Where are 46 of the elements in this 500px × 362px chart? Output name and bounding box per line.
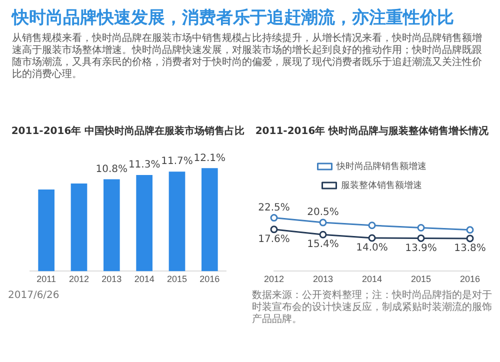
- bar: [70, 184, 88, 272]
- point: [319, 230, 327, 238]
- x-tick-label: 2012: [68, 274, 90, 284]
- point: [270, 226, 278, 234]
- point: [466, 226, 474, 234]
- x-tick-label: 2016: [460, 274, 480, 284]
- bar: [38, 189, 54, 272]
- text: 2017/6/26: [8, 290, 60, 302]
- text: 从销售规模来看，快时尚品牌在服装市场中销售规模占比持续提升，从增长情况来看，快时尚品牌销售额增速高于服装市场整体增速。快时尚品牌快速发展，对服装市场的增长起到良好的推动作用；快时尚品牌既跟随市场潮流，又具有亲民的价格，消费者对于快时尚的偏爱，展现了现代消费者既乐于追赶潮流又关注性价比的消费心理。: [12, 33, 483, 81]
- data-label: 15.4%: [307, 239, 339, 250]
- chart-title: 2011-2016年 快时尚品牌与服装整体销售增长情况: [254, 124, 490, 138]
- point: [368, 234, 376, 242]
- data-label: 10.8%: [96, 164, 128, 175]
- data-label: 17.6%: [258, 234, 290, 246]
- data-label: 22.5%: [258, 202, 290, 214]
- x-tick-label: 2012: [264, 274, 284, 284]
- legend-label: 服装整体销售额增速: [340, 180, 422, 190]
- x-tick-label: 2013: [102, 274, 122, 284]
- x-tick-label: 2014: [134, 274, 154, 284]
- point: [270, 214, 278, 222]
- x-tick-label: 2013: [312, 274, 334, 284]
- x-tick-label: 2016: [200, 274, 220, 284]
- source-note: 数据来源：公开资料整理；注：快时尚品牌指的是对于时装宣布会的设计快速反应，制成紧贴时装潮流的服饰产品品牌。: [252, 290, 492, 326]
- data-label: 13.8%: [454, 243, 486, 254]
- point: [466, 234, 474, 242]
- data-label: 13.9%: [405, 242, 437, 254]
- point: [417, 234, 425, 242]
- x-tick-label: 2015: [410, 274, 432, 284]
- point: [319, 218, 327, 226]
- x-tick-label: 2014: [362, 274, 382, 284]
- bar: [104, 179, 120, 272]
- point: [368, 222, 376, 230]
- data-label: 20.5%: [307, 207, 339, 218]
- data-label: 11.3%: [128, 160, 160, 171]
- bar: [136, 174, 152, 272]
- data-label: 11.7%: [161, 156, 193, 168]
- text: 快时尚品牌快速发展，消费者乐于追赶潮流，亦注重性价比: [12, 7, 455, 29]
- x-tick-label: 2011: [36, 274, 56, 284]
- bar: [168, 172, 186, 272]
- x-tick-label: 2015: [166, 274, 188, 284]
- data-label: 14.0%: [356, 242, 388, 254]
- chart-title: 2011-2016年 中国快时尚品牌在服装市场销售占比: [10, 124, 246, 138]
- bar: [202, 168, 218, 272]
- data-label: 12.1%: [194, 152, 226, 164]
- legend-label: 快时尚品牌销售额增速: [335, 160, 426, 171]
- point: [417, 224, 425, 232]
